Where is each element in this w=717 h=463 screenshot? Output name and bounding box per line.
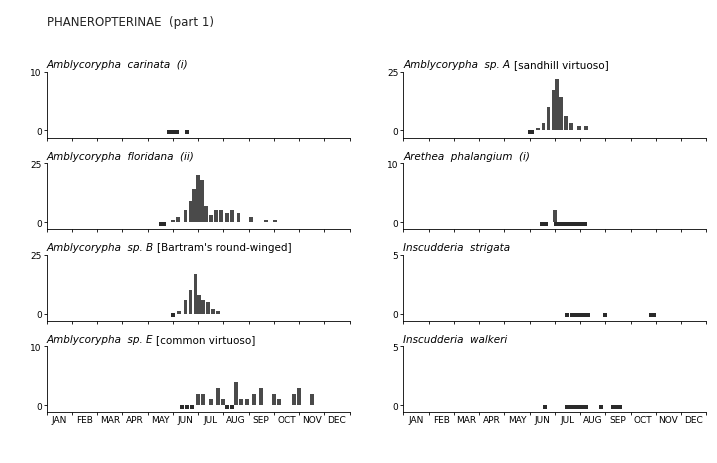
Bar [546, 107, 551, 131]
Text: AUG: AUG [583, 415, 602, 424]
Text: APR: APR [126, 415, 144, 424]
Bar [204, 206, 207, 223]
Bar [225, 213, 229, 223]
Text: JUL: JUL [204, 415, 218, 424]
Text: MAR: MAR [456, 415, 477, 424]
Bar [201, 300, 205, 314]
Bar [310, 394, 313, 406]
Text: JUN: JUN [534, 415, 550, 424]
Bar [171, 220, 175, 223]
Text: OCT: OCT [277, 415, 295, 424]
Bar [177, 312, 181, 314]
Bar [239, 400, 243, 406]
Bar [273, 220, 277, 223]
Text: SEP: SEP [253, 415, 270, 424]
Bar [219, 211, 223, 223]
Bar [209, 216, 212, 223]
Bar [564, 117, 568, 131]
Text: Arethea  phalangium  (i): Arethea phalangium (i) [403, 151, 530, 162]
Bar [184, 211, 187, 223]
Bar [556, 80, 559, 131]
Bar [252, 394, 255, 406]
Bar [214, 211, 218, 223]
Text: SEP: SEP [609, 415, 626, 424]
Bar [237, 213, 240, 223]
Bar [272, 394, 276, 406]
Text: [sandhill virtuoso]: [sandhill virtuoso] [513, 60, 609, 70]
Bar [189, 201, 192, 223]
Bar [551, 91, 556, 131]
Bar [201, 394, 205, 406]
Text: JAN: JAN [52, 415, 67, 424]
Bar [176, 218, 180, 223]
Text: Inscudderia  strigata: Inscudderia strigata [403, 243, 511, 253]
Bar [536, 129, 541, 131]
Text: Amblycorypha  sp. E: Amblycorypha sp. E [47, 334, 156, 344]
Bar [569, 124, 573, 131]
Bar [196, 394, 200, 406]
Bar [212, 309, 215, 314]
Text: Amblycorypha  sp. B: Amblycorypha sp. B [47, 243, 157, 253]
Text: MAY: MAY [151, 415, 169, 424]
Bar [217, 312, 220, 314]
Bar [265, 220, 268, 223]
Text: MAR: MAR [100, 415, 120, 424]
Text: FEB: FEB [433, 415, 450, 424]
Text: DEC: DEC [684, 415, 703, 424]
Text: APR: APR [483, 415, 500, 424]
Bar [197, 295, 201, 314]
Bar [245, 400, 250, 406]
Text: FEB: FEB [76, 415, 93, 424]
Bar [230, 211, 234, 223]
Bar [217, 388, 220, 406]
Text: Inscudderia  walkeri: Inscudderia walkeri [403, 334, 508, 344]
Bar [541, 124, 546, 131]
Text: DEC: DEC [328, 415, 346, 424]
Text: OCT: OCT [634, 415, 652, 424]
Bar [194, 274, 197, 314]
Bar [206, 302, 210, 314]
Text: Amblycorypha  sp. A: Amblycorypha sp. A [403, 60, 513, 70]
Bar [200, 180, 204, 223]
Text: Amblycorypha  sp. B: Amblycorypha sp. B [47, 243, 157, 253]
Text: [common virtuoso]: [common virtuoso] [156, 334, 256, 344]
Text: Amblycorypha  carinata  (i): Amblycorypha carinata (i) [47, 60, 189, 70]
Bar [184, 300, 187, 314]
Bar [297, 388, 301, 406]
Text: [Bartram's round-winged]: [Bartram's round-winged] [157, 243, 292, 253]
Bar [292, 394, 296, 406]
Text: JUL: JUL [561, 415, 574, 424]
Bar [192, 190, 196, 223]
Bar [189, 290, 192, 314]
Text: NOV: NOV [658, 415, 678, 424]
Bar [250, 218, 253, 223]
Bar [196, 175, 200, 223]
Text: Amblycorypha  floridana  (ii): Amblycorypha floridana (ii) [47, 151, 194, 162]
Text: JUN: JUN [178, 415, 194, 424]
Bar [209, 400, 212, 406]
Bar [234, 382, 238, 406]
Bar [260, 388, 263, 406]
Bar [559, 98, 563, 131]
Text: MAY: MAY [508, 415, 526, 424]
Bar [577, 126, 581, 131]
Bar [277, 400, 281, 406]
Text: Amblycorypha  sp. E: Amblycorypha sp. E [47, 334, 156, 344]
Bar [222, 400, 225, 406]
Text: PHANEROPTERINAE  (part 1): PHANEROPTERINAE (part 1) [47, 16, 214, 29]
Bar [584, 126, 588, 131]
Bar [553, 211, 556, 223]
Text: AUG: AUG [226, 415, 246, 424]
Text: Amblycorypha  sp. A: Amblycorypha sp. A [403, 60, 513, 70]
Text: JAN: JAN [408, 415, 424, 424]
Text: NOV: NOV [302, 415, 321, 424]
